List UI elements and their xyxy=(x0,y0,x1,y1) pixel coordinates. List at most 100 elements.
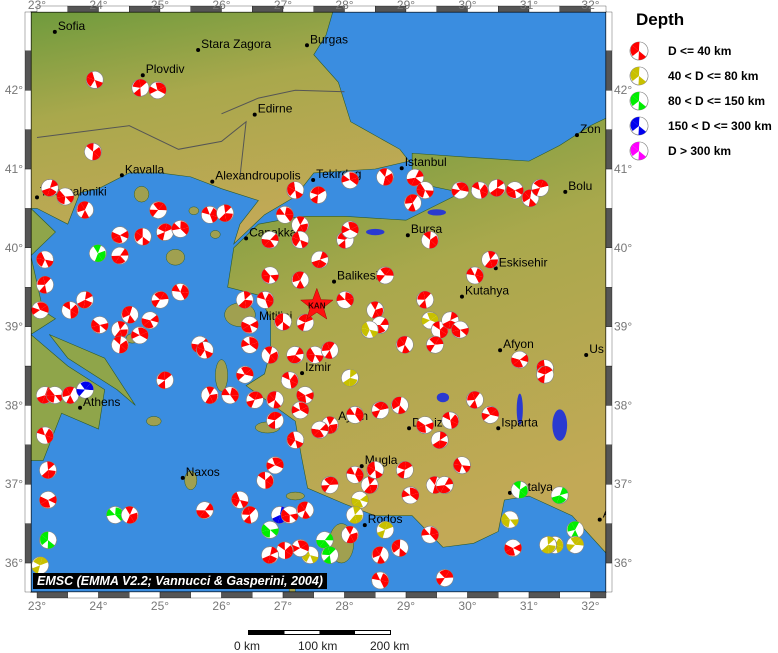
lat-tick-label: 42° xyxy=(5,83,23,97)
focal-mechanism xyxy=(240,506,259,524)
scale-label-100: 100 km xyxy=(298,639,338,653)
focal-mechanism xyxy=(76,201,94,219)
focal-mechanism xyxy=(286,181,305,200)
island xyxy=(146,416,162,427)
focal-mechanism xyxy=(341,171,359,189)
border-line xyxy=(221,89,345,115)
city-marker xyxy=(584,352,589,357)
frame-segment xyxy=(24,326,32,367)
frame-segment xyxy=(605,11,613,51)
city-marker xyxy=(300,371,305,376)
frame-segment xyxy=(528,591,560,599)
focal-mechanism xyxy=(341,368,359,387)
focal-mechanism xyxy=(371,571,390,590)
focal-mechanism xyxy=(481,405,500,424)
city-label: Kavalla xyxy=(125,162,165,176)
city-marker xyxy=(140,73,145,78)
lat-tick-label: 36° xyxy=(614,556,632,570)
city-marker xyxy=(332,279,337,284)
focal-mechanism xyxy=(336,290,355,309)
frame-segment xyxy=(252,591,284,599)
focal-mechanism xyxy=(371,546,390,565)
beachball-icon xyxy=(629,116,649,135)
focal-mechanism xyxy=(341,525,359,544)
focal-mechanism xyxy=(261,266,279,285)
island xyxy=(188,206,199,215)
legend-item: D <= 40 km xyxy=(628,38,772,63)
focal-mechanism xyxy=(131,78,150,97)
city-label: Balikesir xyxy=(337,269,382,283)
city-label: Stara Zagora xyxy=(201,37,271,51)
legend-label: D <= 40 km xyxy=(668,43,732,58)
lake xyxy=(516,393,523,426)
lake xyxy=(366,228,385,236)
city-marker xyxy=(574,133,579,138)
city-marker xyxy=(493,266,498,271)
focal-mechanism xyxy=(291,271,310,290)
focal-mechanism xyxy=(31,556,49,575)
focal-mechanism xyxy=(36,250,54,269)
frame-segment xyxy=(24,247,32,288)
credit-label: EMSC (EMMA V2.2; Vannucci & Gasperini, 2… xyxy=(33,573,327,589)
focal-mechanism xyxy=(501,510,519,529)
focal-mechanism xyxy=(39,461,57,479)
focal-mechanism xyxy=(406,168,425,187)
island xyxy=(133,186,150,203)
lat-tick-label: 42° xyxy=(614,83,632,97)
frame-segment xyxy=(24,405,32,445)
frame-segment xyxy=(24,90,32,130)
frame-segment xyxy=(282,591,314,599)
lat-tick-label: 39° xyxy=(614,320,632,334)
focal-mechanism xyxy=(39,531,57,550)
frame-segment xyxy=(24,444,32,485)
beachball-icon xyxy=(629,91,649,110)
focal-mechanism xyxy=(56,187,75,206)
focal-mechanism xyxy=(366,301,385,319)
focal-mechanism xyxy=(310,420,329,439)
city-label: Sofia xyxy=(58,19,86,33)
focal-mechanism xyxy=(261,231,279,249)
focal-mechanism xyxy=(111,335,129,354)
city-label: Zon xyxy=(580,122,601,136)
city-label: Rodos xyxy=(368,512,403,526)
focal-mechanism xyxy=(376,266,394,285)
focal-mechanism xyxy=(286,346,305,364)
focal-mechanism xyxy=(148,81,167,100)
frame-segment xyxy=(436,591,468,599)
focal-mechanism xyxy=(280,506,299,524)
focal-mechanism xyxy=(120,506,139,524)
frame-segment xyxy=(605,444,613,485)
focal-mechanism xyxy=(61,301,80,319)
focal-mechanism xyxy=(531,179,549,197)
focal-mechanism xyxy=(310,250,329,269)
city-marker xyxy=(35,195,39,200)
lon-tick-label: 32° xyxy=(581,0,599,12)
focal-mechanism xyxy=(141,311,160,330)
focal-mechanism xyxy=(151,290,169,309)
frame-segment xyxy=(129,591,161,599)
lon-tick-label: 27° xyxy=(274,0,292,12)
focal-mechanism xyxy=(346,465,364,484)
lake xyxy=(427,209,446,216)
lat-tick-label: 40° xyxy=(5,241,23,255)
focal-mechanism xyxy=(280,371,299,390)
focal-mechanism xyxy=(266,456,284,475)
frame-segment xyxy=(24,168,32,209)
frame-segment xyxy=(605,562,613,593)
legend-item: 40 < D <= 80 km xyxy=(628,63,772,88)
mainshock-label: KAN xyxy=(308,301,326,310)
lat-tick-label: 41° xyxy=(614,162,632,176)
focal-mechanism xyxy=(465,390,484,409)
focal-mechanism xyxy=(291,539,310,557)
focal-mechanism xyxy=(376,521,394,539)
land-balkans xyxy=(31,12,410,245)
frame-segment xyxy=(24,129,32,170)
lon-tick-label: 25° xyxy=(151,599,169,613)
beachball-icon xyxy=(629,141,649,160)
city-marker xyxy=(507,490,512,495)
focal-mechanism xyxy=(465,266,484,285)
city-marker xyxy=(244,236,249,241)
focal-mechanism xyxy=(550,486,569,505)
island-evia xyxy=(49,334,136,406)
